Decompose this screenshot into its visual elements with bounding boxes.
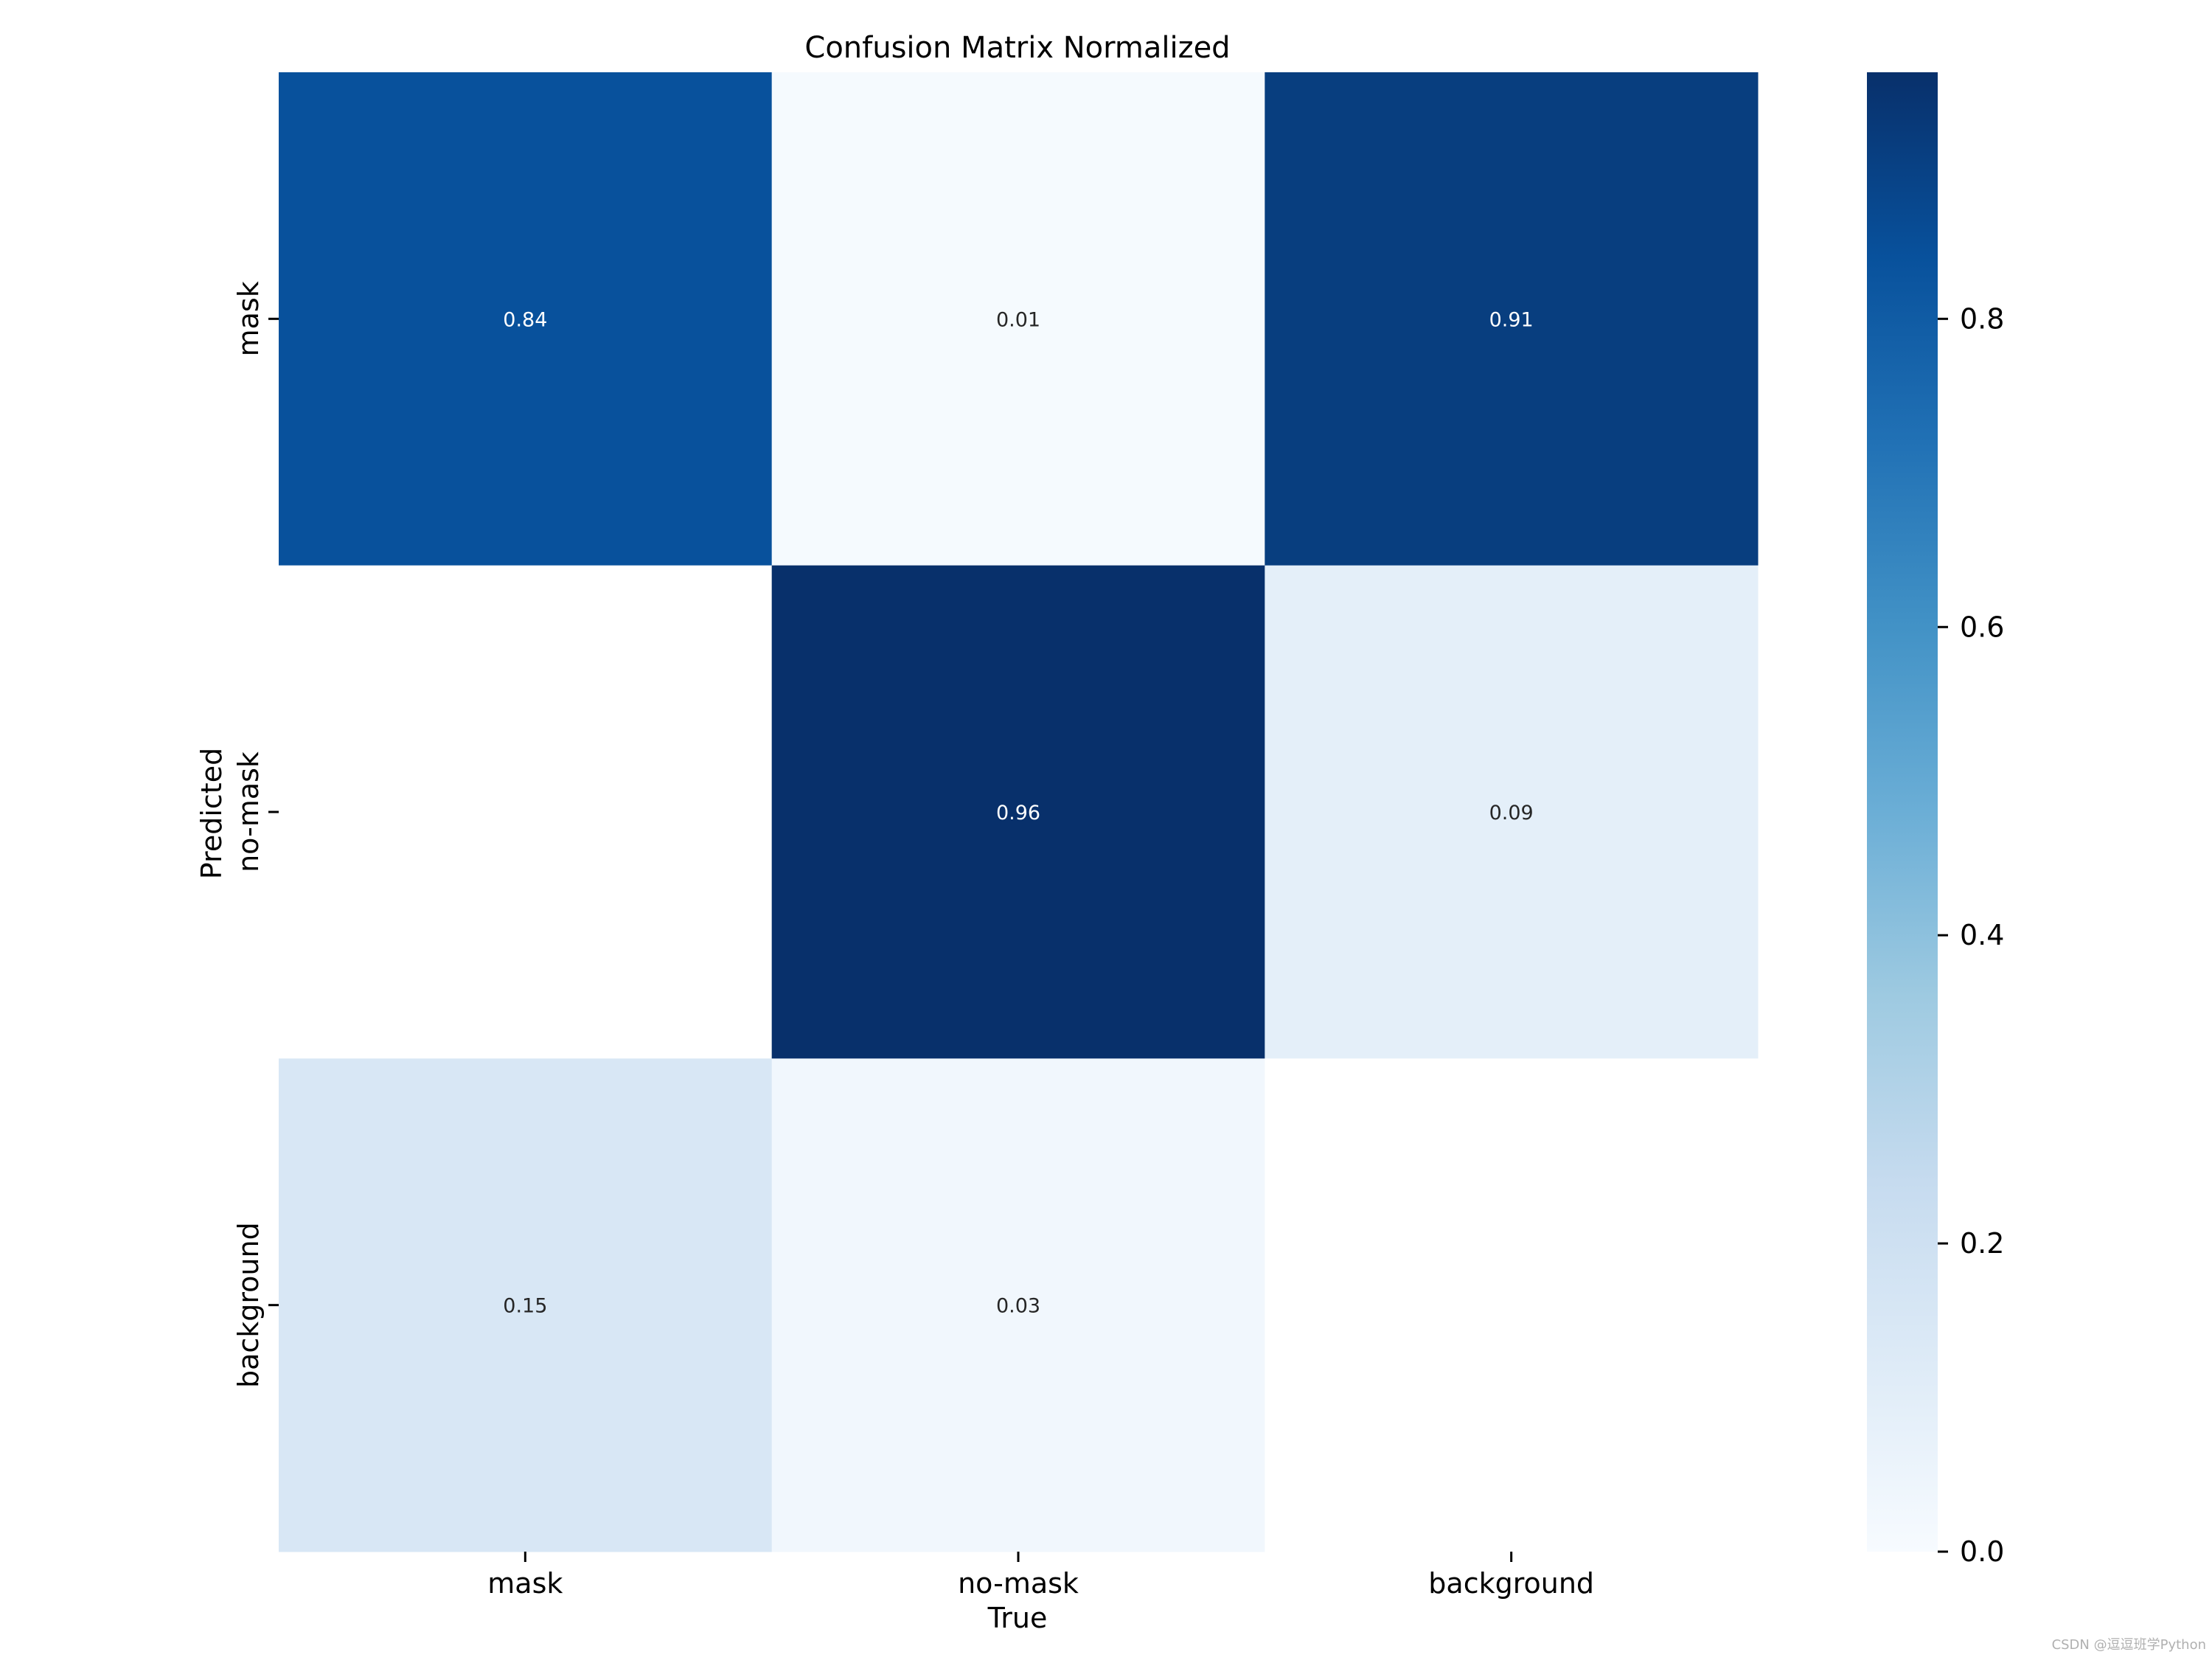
heatmap-cell xyxy=(279,72,773,566)
cell-value-label: 0.15 xyxy=(503,1295,547,1318)
y-tick-label: no-mask xyxy=(232,751,265,872)
heatmap-value-labels: 0.84 0.01 0.91 0.96 0.09 0.15 0.03 xyxy=(503,308,1533,1317)
x-tick-label: no-mask xyxy=(958,1567,1079,1600)
cell-value-label: 0.91 xyxy=(1489,308,1534,331)
y-tick-label: background xyxy=(232,1222,265,1388)
heatmap-cell xyxy=(1265,1058,1759,1552)
heatmap-cell xyxy=(771,565,1265,1059)
colorbar-tick-label: 0.0 xyxy=(1960,1535,2004,1568)
cell-value-label: 0.03 xyxy=(996,1295,1040,1318)
cell-value-label: 0.01 xyxy=(996,308,1040,331)
colorbar-tick-label: 0.2 xyxy=(1960,1227,2004,1260)
x-tick-label: background xyxy=(1428,1567,1594,1600)
x-tick-label: mask xyxy=(487,1567,563,1600)
y-tick-label: mask xyxy=(232,281,265,356)
colorbar-gradient xyxy=(1867,72,1938,1552)
watermark: CSDN @逗逗班学Python xyxy=(2051,1637,2206,1653)
colorbar-tick-label: 0.8 xyxy=(1960,302,2004,335)
heatmap-axes: mask no-mask background mask no-mask backgrou… xyxy=(232,281,1594,1600)
cell-value-label: 0.84 xyxy=(503,308,547,331)
heatmap-cell xyxy=(1265,72,1759,566)
chart-title: Confusion Matrix Normalized xyxy=(804,31,1230,65)
cell-value-label: 0.09 xyxy=(1489,802,1534,824)
heatmap-cell xyxy=(771,72,1265,566)
y-axis-label: Predicted xyxy=(195,748,228,879)
colorbar-tick-label: 0.6 xyxy=(1960,611,2004,643)
x-axis-label: True xyxy=(987,1602,1048,1634)
colorbar-tick-label: 0.4 xyxy=(1960,919,2004,951)
heatmap-cell xyxy=(771,1058,1265,1552)
colorbar: 0.0 0.2 0.4 0.6 0.8 xyxy=(1867,72,2004,1568)
heatmap-cell xyxy=(1265,565,1759,1059)
heatmap-cell xyxy=(279,565,773,1059)
heatmap-cells xyxy=(279,72,1759,1552)
heatmap-cell xyxy=(279,1058,773,1552)
cell-value-label: 0.96 xyxy=(996,802,1040,824)
